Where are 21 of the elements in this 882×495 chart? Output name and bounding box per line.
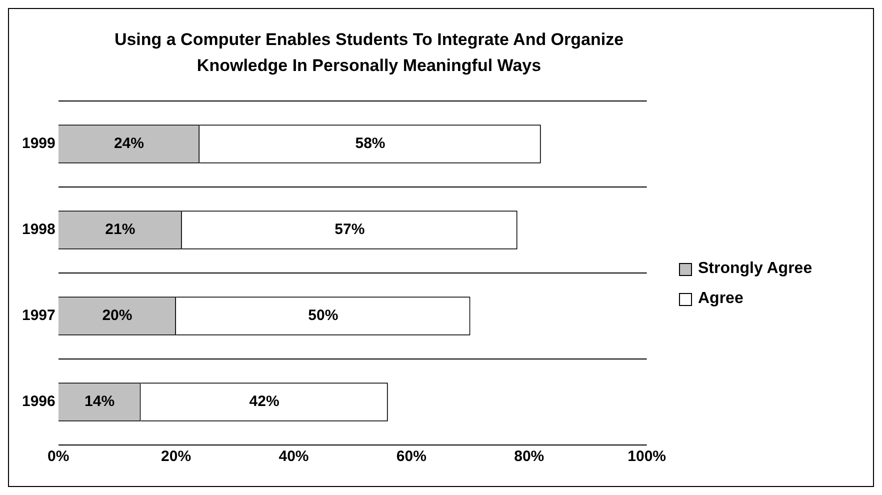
data-label: 24%: [114, 135, 144, 152]
data-label: 21%: [105, 221, 136, 238]
data-label: 42%: [249, 393, 280, 410]
y-tick-label: 1998: [22, 221, 56, 238]
chart-title: Using a Computer Enables Students To Integrate And Organize Knowledge In Personally Meaningful Ways: [113, 29, 625, 77]
data-label: 57%: [334, 221, 365, 238]
x-tick-label: 80%: [514, 448, 544, 466]
legend-label: Strongly Agree: [698, 260, 812, 278]
data-label: 20%: [102, 307, 132, 324]
data-label: 58%: [355, 135, 386, 152]
x-tick-label: 0%: [48, 448, 70, 466]
y-tick-label: 1999: [22, 135, 56, 152]
data-label: 50%: [308, 307, 338, 324]
text: Agree: [698, 290, 744, 308]
x-tick-label: 100%: [628, 448, 666, 466]
x-tick-label: 20%: [161, 448, 192, 466]
y-tick-label: 1996: [22, 393, 56, 410]
y-tick-label: 1997: [22, 307, 56, 324]
x-tick-label: 40%: [278, 448, 309, 466]
data-label: 14%: [84, 393, 115, 410]
x-tick-label: 60%: [396, 448, 426, 466]
